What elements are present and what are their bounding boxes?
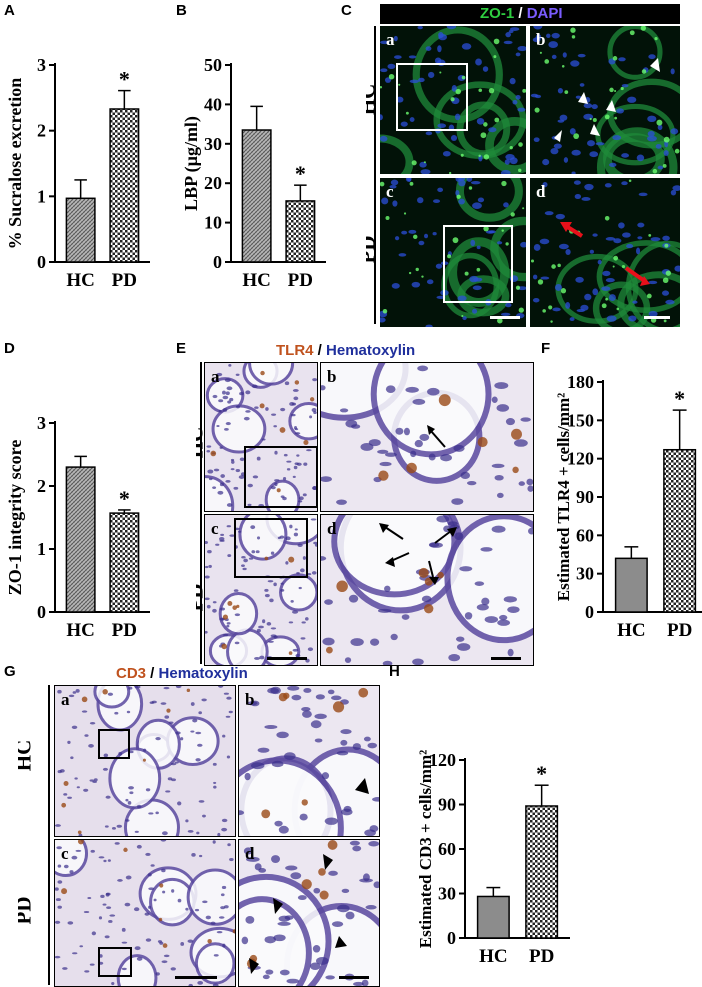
y-axis-label-F: Estimated TLR4 + cells/mm²: [554, 393, 573, 602]
tile-e-b: b: [320, 362, 534, 512]
tile-g-b: b: [238, 685, 380, 837]
panel-label-f: F: [541, 340, 551, 357]
y-tick-label-F-6: 180: [567, 372, 594, 392]
tile-g-a: a: [54, 685, 236, 837]
tile-c-a: a: [380, 26, 526, 174]
x-tick-label-D-HC: HC: [66, 620, 95, 641]
significance-F-PD: *: [674, 386, 685, 411]
y-tick-label-H-1: 30: [438, 884, 456, 904]
y-tick-label-F-2: 60: [576, 525, 594, 545]
y-tick-label-F-0: 0: [585, 602, 594, 622]
x-tick-label-F-HC: HC: [617, 620, 646, 641]
tile-e-c: c: [204, 514, 318, 666]
panel-label-c: C: [341, 2, 352, 19]
y-tick-label-H-2: 60: [438, 839, 456, 859]
y-tick-label-B-0: 0: [213, 252, 222, 272]
y-tick-label-H-0: 0: [447, 928, 456, 948]
y-tick-label-B-5: 50: [204, 55, 222, 75]
micrograph-e-title: TLR4 / Hematoxylin: [276, 342, 416, 359]
x-tick-label-F-PD: PD: [667, 620, 692, 641]
tile-c-d: d: [530, 178, 680, 327]
y-tick-label-F-5: 150: [567, 410, 594, 430]
micrograph-g: CD3 / Hematoxylin HC PD a b c d: [18, 663, 382, 987]
panel-label-a: A: [4, 2, 15, 19]
x-tick-label-H-PD: PD: [529, 946, 554, 967]
bar-A-HC: [65, 197, 96, 263]
y-tick-label-F-1: 30: [576, 564, 594, 584]
row-label-pd-g: PD: [18, 896, 36, 925]
bar-B-PD: [285, 200, 316, 263]
y-tick-label-F-4: 120: [567, 449, 594, 469]
significance-D-PD: *: [119, 486, 130, 511]
micrograph-c-title: ZO-1 / DAPI: [480, 5, 563, 22]
y-tick-label-A-1: 1: [37, 186, 46, 206]
panel-label-g: G: [4, 663, 16, 680]
y-tick-label-D-3: 3: [37, 413, 46, 433]
row-label-hc-g: HC: [18, 739, 36, 772]
y-tick-label-B-1: 10: [204, 213, 222, 233]
x-tick-label-D-PD: PD: [112, 620, 137, 641]
x-tick-label-H-HC: HC: [479, 946, 508, 967]
panel-label-d: D: [4, 340, 15, 357]
y-tick-label-A-2: 2: [37, 121, 46, 141]
y-tick-label-B-4: 40: [204, 94, 222, 114]
chart-a: 0 1 2 3 % Sucralose excretion HC PD *: [5, 55, 150, 291]
y-axis-label-H: Estimated CD3 + cells/mm²: [416, 750, 435, 948]
micrograph-g-title: CD3 / Hematoxylin: [116, 665, 248, 682]
significance-A-PD: *: [119, 67, 130, 92]
panel-label-b: B: [176, 2, 187, 19]
bar-F-HC: [614, 557, 648, 613]
chart-b: 0 10 20 30 40 50 LBP (µg/ml) HC PD *: [181, 55, 326, 291]
y-axis-label-A: % Sucralose excretion: [5, 78, 25, 250]
y-tick-label-B-3: 30: [204, 134, 222, 154]
bar-H-HC: [476, 895, 510, 939]
significance-B-PD: *: [295, 161, 306, 186]
y-tick-label-F-3: 90: [576, 487, 594, 507]
tile-e-d: d: [320, 514, 534, 666]
x-tick-label-A-HC: HC: [66, 270, 95, 291]
y-tick-label-D-0: 0: [37, 602, 46, 622]
y-tick-label-D-1: 1: [37, 539, 46, 559]
y-tick-label-H-3: 90: [438, 795, 456, 815]
micrograph-c: ZO-1 / DAPI HC PD a b c d: [366, 2, 682, 327]
y-axis-label-B: LBP (µg/ml): [181, 116, 202, 211]
tile-c-c: c: [380, 178, 526, 327]
chart-d: 0 1 2 3 ZO-1 integrity score HC PD *: [5, 413, 150, 641]
y-tick-label-A-0: 0: [37, 252, 46, 272]
micrograph-e: TLR4 / Hematoxylin HC PD a b c d: [196, 340, 536, 666]
y-tick-label-B-2: 20: [204, 173, 222, 193]
tile-g-d: d: [238, 839, 380, 987]
bar-H-PD: [525, 805, 559, 939]
panel-label-h: H: [389, 663, 400, 680]
tile-g-c: c: [54, 839, 236, 987]
significance-H-PD: *: [536, 761, 547, 786]
bar-F-PD: [663, 448, 697, 613]
bar-D-HC: [65, 466, 96, 613]
y-tick-label-D-2: 2: [37, 476, 46, 496]
tile-e-a: a: [204, 362, 318, 512]
y-tick-label-A-3: 3: [37, 55, 46, 75]
x-tick-label-B-HC: HC: [242, 270, 271, 291]
x-tick-label-B-PD: PD: [288, 270, 313, 291]
y-axis-label-D: ZO-1 integrity score: [5, 440, 25, 596]
panel-label-e: E: [176, 340, 187, 357]
bar-D-PD: [109, 512, 140, 613]
tile-c-b: b: [530, 26, 680, 174]
y-tick-label-H-4: 120: [429, 750, 456, 770]
bar-B-HC: [241, 129, 272, 263]
x-tick-label-A-PD: PD: [112, 270, 137, 291]
